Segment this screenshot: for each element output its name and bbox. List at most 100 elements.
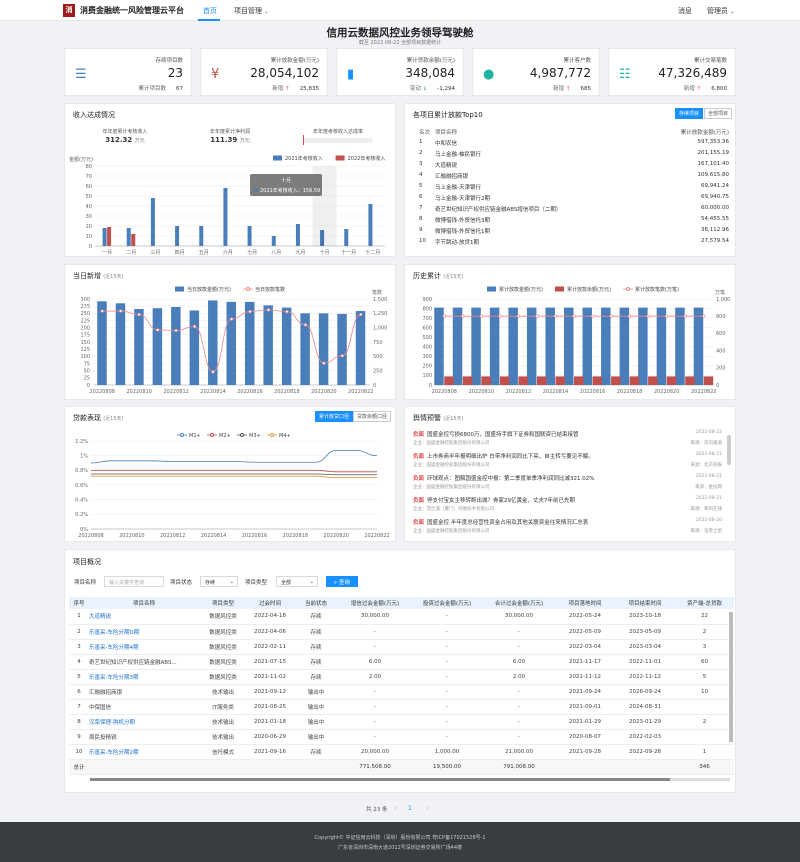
project-name-link[interactable]: 乐墨采-车险分期2期 xyxy=(89,744,199,760)
amount: 69,940.75 xyxy=(701,194,729,200)
kpi-value: 348,084 xyxy=(405,66,455,80)
page-number[interactable]: 1 xyxy=(408,805,412,812)
cell-b: 1,000.00 xyxy=(411,744,483,760)
nav-projects[interactable]: 项目管理 ⌄ xyxy=(234,7,269,15)
x-tick-label: 20220820 xyxy=(654,389,679,395)
table-row[interactable]: 9 微博借钱-外贸信托1期 36,112.96 xyxy=(419,227,729,236)
table-row[interactable]: 3 乐墨采-车险分期4期 数据风控类 2022-02-11 存续 - - -2022-03-0… xyxy=(69,639,734,655)
panel-title: 历史累计 (近15天) xyxy=(413,272,464,280)
cell-status: 存续 xyxy=(293,609,339,625)
alert-company: 国盛金融控股集团股份有限公司 xyxy=(426,485,490,490)
cell-type: 数据风控类 xyxy=(199,639,247,655)
table-row[interactable]: 1 大道精锐 数据风控类 2022-04-18 存续 30,000.00-30,000.0… xyxy=(69,609,734,625)
table-row[interactable]: 8 微博借钱-外贸信托3期 54,455.55 xyxy=(419,216,729,225)
type-select[interactable]: 全部 ⌄ xyxy=(276,576,318,587)
progress-bar xyxy=(303,135,373,145)
bar xyxy=(462,376,473,385)
project-name-input[interactable]: 输入关键字查询 xyxy=(104,576,164,587)
page-subtitle: 截至 2022-08-22 全部项目数据统计 xyxy=(358,40,442,46)
table-row[interactable]: 7 奇艺世纪知识产权供应链金融ABS增信项目（二期） 60,000.00 xyxy=(419,205,729,214)
y-tick-label: 600 xyxy=(422,325,432,331)
table-row[interactable]: 10 乐墨采-车险分期2期 信托模式 2021-09-16 存续 20,000.00 1,0… xyxy=(69,744,734,760)
project-name-link[interactable]: 乐墨采-车险分期D期 xyxy=(89,624,199,640)
cell-no: 9 xyxy=(69,729,89,745)
table-row[interactable]: 2 乐墨采-车险分期D期 数据风控类 2022-04-06 存续 - - -2022-05-0… xyxy=(69,624,734,640)
prev-page-icon[interactable]: ‹ xyxy=(394,805,397,812)
legend-label: 累计放款余额(万元) xyxy=(567,286,611,293)
table-row[interactable]: 7 中保国信 IT服务类 2021-08-25 输出中 - - -2021-09-01 2024… xyxy=(69,699,734,715)
table-row[interactable]: 10 字节跳动-放贷1期 27,579.54 xyxy=(419,238,729,247)
table-row[interactable]: 3 大道精锐 167,101.40 xyxy=(419,161,729,170)
status-select[interactable]: 存续 ⌄ xyxy=(200,576,238,587)
next-page-icon[interactable]: › xyxy=(426,805,429,812)
alert-item[interactable]: 负面 上市券商半年报明细出炉 白带净利润同比下亮，自主转亏要见不解。 2022-08… xyxy=(413,452,722,468)
scrollbar[interactable] xyxy=(727,435,731,465)
alert-item[interactable]: 负面 国盛金控亏损6800万，国盛持手旗下证券和国联资已结束接管 2022-08-2… xyxy=(413,430,722,446)
y-tick-label: 0% xyxy=(80,527,88,533)
bar xyxy=(619,307,630,385)
project-name-link[interactable]: 汉荣保理-购机分期 xyxy=(89,714,199,730)
cell-start: 2021-11-17 xyxy=(555,654,615,670)
bar xyxy=(601,307,611,385)
y2-tick-label: 800 xyxy=(716,314,726,320)
total-c: 791,008.00 xyxy=(483,759,555,775)
project-name-link[interactable]: 乐墨采-车险分期3期 xyxy=(89,669,199,685)
x-tick-label: 20220818 xyxy=(283,533,308,539)
bar xyxy=(611,376,621,385)
table-row[interactable]: 6 马上金融-天津银行2期 69,940.75 xyxy=(419,194,729,203)
nav-messages[interactable]: 消息 xyxy=(678,7,692,15)
tab-loan-balance[interactable]: 贷款余额口径 xyxy=(353,411,392,422)
table-row[interactable]: 2 马上金融-柚民银行 201,155.19 xyxy=(419,150,729,159)
amount: 36,112.96 xyxy=(701,227,729,233)
project-name-link[interactable]: 乐墨采-车险分期4期 xyxy=(89,639,199,655)
table-row[interactable]: 6 汇融融招商银 技术输出 2021-09-12 输出中 - - -2021-09-24 202… xyxy=(69,684,734,700)
table-row[interactable]: 4 汇融融招商银 109,615.80 xyxy=(419,172,729,181)
tab-active-projects[interactable]: 存续项目 xyxy=(675,108,704,119)
vertical-scrollbar[interactable] xyxy=(729,612,733,742)
alert-item[interactable]: 负面 环球观点：图解国盛金控中报：第二季度单季净利润同比减321.02% 2022-… xyxy=(413,474,722,490)
daily-new-panel: 当日新增 (近15天) 0 25 50 75 100 125 150 175 200 225 250… xyxy=(64,264,396,400)
table-row[interactable]: 5 马上金融-天津银行 69,941.24 xyxy=(419,183,729,192)
cell-c: 2.00 xyxy=(483,669,555,685)
cell-status: 存续 xyxy=(293,639,339,655)
y2-tick-label: 1,000 xyxy=(373,325,387,331)
kpi-card-customers: ● 累计客户数 4,987,772 新增 ↑ 685 xyxy=(472,48,600,96)
search-button[interactable]: ⌕ 查询 xyxy=(326,576,358,587)
horizontal-scrollbar[interactable] xyxy=(90,778,730,781)
bar xyxy=(434,307,444,385)
project-name-link[interactable]: 大道精锐 xyxy=(89,609,199,625)
chevron-down-icon: ⌄ xyxy=(730,9,735,15)
alert-source: 来源：证券之星 xyxy=(690,529,723,534)
tab-all-projects[interactable]: 全部项目 xyxy=(704,108,733,119)
table-row[interactable]: 1 中和农信 597,353.36 xyxy=(419,139,729,148)
cell-no: 4 xyxy=(69,654,89,670)
bar xyxy=(648,376,658,385)
amount: 201,155.19 xyxy=(697,150,730,156)
alert-item[interactable]: 负面 停支付宝女主移转断出城？券家29亿黄金，丈夫7年前已先期 2022-08-21… xyxy=(413,496,722,512)
y-tick-label: 0.4% xyxy=(75,497,88,503)
table-row[interactable]: 4 奇艺世纪知识产权供应链金融ABS... 数据风控类 2021-07-15 存续 6.0… xyxy=(69,654,734,670)
line-point xyxy=(590,314,595,318)
line-point xyxy=(479,314,483,318)
alert-item[interactable]: 负面 国盛金控 半年度总经营性资金占用及其他关联资金往来情况汇总表 2022-08-… xyxy=(413,518,723,534)
tab-cumulative-loan[interactable]: 累计放贷口径 xyxy=(315,411,354,422)
alert-date: 2022-08-20 xyxy=(695,518,722,523)
alert-date: 2022-08-22 xyxy=(695,430,722,435)
rank: 3 xyxy=(419,161,423,167)
cell-start: 2022-03-04 xyxy=(555,639,615,655)
bar xyxy=(189,310,200,385)
cell-status: 输出中 xyxy=(293,714,339,730)
legend-label: 2022年考核收入 xyxy=(348,155,386,162)
project-name: 马上金融-柚民银行 xyxy=(435,152,481,158)
nav-home[interactable]: 首页 xyxy=(203,7,217,15)
table-row[interactable]: 9 周民投精锐 技术输出 2020-06-29 输出中 - - -2020-08-07 2022… xyxy=(69,729,734,745)
y2-tick-label: 250 xyxy=(373,368,383,374)
user-menu[interactable]: 管理员 ⌄ xyxy=(707,7,735,15)
y-tick-label: 10 xyxy=(86,234,92,240)
legend-swatch xyxy=(246,287,250,291)
cell-b: - xyxy=(411,714,483,730)
chevron-down-icon: ⌄ xyxy=(309,579,314,585)
cell-no: 3 xyxy=(69,639,89,655)
table-row[interactable]: 5 乐墨采-车险分期3期 数据风控类 2021-11-02 存续 2.00-2.00 202… xyxy=(69,669,734,685)
table-row[interactable]: 8 汉荣保理-购机分期 技术输出 2021-01-18 输出中 - - -2021-01-29… xyxy=(69,714,734,730)
